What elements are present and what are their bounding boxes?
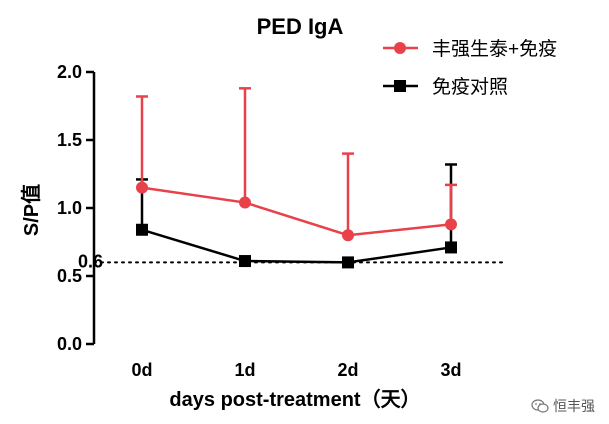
x-tick-label: 1d [234, 360, 255, 380]
series-line [141, 186, 452, 237]
series-line [141, 228, 452, 264]
data-point [342, 229, 354, 242]
wechat-icon [531, 399, 549, 413]
y-tick-label: 1.5 [57, 130, 82, 150]
y-axis-label: S/P值 [19, 184, 43, 236]
watermark: 恒丰强 [531, 396, 595, 416]
x-tick-label: 3d [440, 360, 461, 380]
x-tick-label: 2d [337, 360, 358, 380]
data-point [445, 218, 457, 231]
y-tick-label: 1.0 [57, 198, 82, 218]
legend-marker [394, 80, 406, 92]
data-point [445, 241, 457, 254]
plot-area: 0.0 0.5 1.0 1.5 2.0 0d 1d 2d 3d 0.6 [57, 62, 506, 380]
data-point [239, 196, 251, 209]
y-tick-label: 0.5 [57, 266, 82, 286]
data-point [342, 256, 354, 269]
data-point [239, 255, 251, 268]
y-tick-label: 0.0 [57, 334, 82, 354]
chart-title: PED IgA [257, 14, 344, 39]
x-tick-label: 0d [131, 360, 152, 380]
watermark-text: 恒丰强 [553, 399, 595, 415]
legend-entry: 免疫对照 [432, 76, 508, 98]
y-tick-label: 2.0 [57, 62, 82, 82]
legend-marker [394, 42, 406, 54]
legend-entry: 丰强生泰+免疫 [432, 38, 557, 60]
reference-line-label: 0.6 [78, 251, 103, 271]
x-axis-label: days post-treatment（天） [169, 388, 420, 411]
data-point [136, 223, 148, 236]
data-point [136, 181, 148, 194]
